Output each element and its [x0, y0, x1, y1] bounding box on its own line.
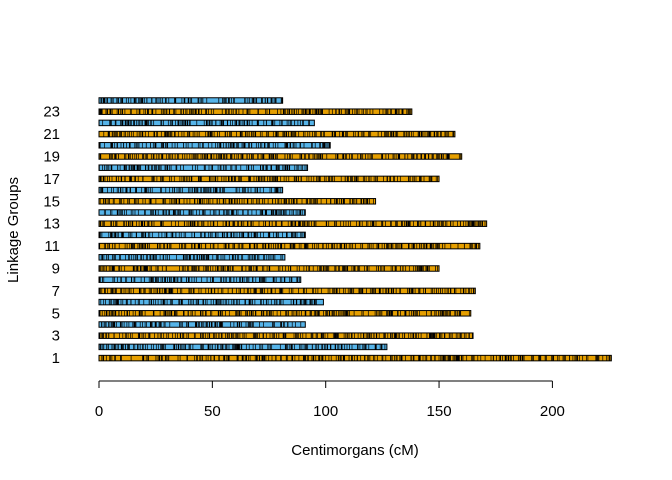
- y-axis-label: Linkage Groups: [5, 177, 22, 283]
- y-tick-label-15: 15: [43, 193, 60, 210]
- linkage-group-7: [98, 287, 476, 295]
- linkage-group-20: [98, 142, 331, 149]
- y-tick-label-21: 21: [43, 126, 60, 143]
- markers-group-14: [103, 209, 305, 216]
- x-tick-label-150: 150: [427, 403, 452, 420]
- y-tick-label-9: 9: [52, 261, 60, 278]
- linkage-group-5: [98, 310, 472, 317]
- linkage-group-13: [98, 220, 488, 227]
- bar-group-10: [98, 254, 286, 261]
- markers-group-5: [99, 310, 470, 316]
- bar-group-23: [98, 108, 413, 115]
- linkage-group-8: [98, 276, 302, 283]
- markers-group-11: [99, 243, 480, 249]
- markers-group-19: [99, 153, 462, 160]
- linkage-group-22: [98, 119, 315, 127]
- x-axis: 0 50 100 150 200: [95, 380, 565, 420]
- linkage-group-21: [98, 130, 456, 138]
- markers-group-23: [99, 109, 412, 115]
- markers-group-16: [99, 187, 283, 193]
- markers-group-10: [100, 254, 283, 260]
- bar-group-18: [98, 164, 309, 171]
- markers-group-1: [101, 355, 611, 361]
- bar-group-5: [98, 310, 472, 317]
- y-tick-label-17: 17: [43, 171, 60, 188]
- y-tick-label-11: 11: [44, 238, 60, 255]
- markers-group-22: [98, 120, 310, 126]
- markers-group-8: [99, 276, 301, 283]
- linkage-group-24: [98, 97, 284, 104]
- linkage-group-4: [98, 321, 306, 328]
- bar-group-20: [98, 142, 331, 149]
- linkage-group-17: [98, 175, 440, 183]
- x-axis-label: Centimorgans (cM): [291, 442, 419, 459]
- linkage-group-10: [98, 254, 286, 261]
- y-tick-label-5: 5: [52, 305, 60, 322]
- y-tick-label-19: 19: [43, 149, 60, 166]
- markers-group-15: [99, 198, 374, 205]
- bar-group-19: [98, 153, 463, 160]
- y-tick-label-23: 23: [43, 104, 60, 121]
- x-tick-label-50: 50: [204, 403, 221, 420]
- bar-group-11: [98, 242, 481, 250]
- bar-group-13: [98, 220, 488, 227]
- linkage-group-1: [98, 354, 612, 362]
- linkage-group-23: [98, 108, 413, 115]
- bar-group-8: [98, 276, 302, 283]
- linkage-group-11: [98, 242, 481, 250]
- markers-group-21: [103, 131, 455, 137]
- x-tick-label-0: 0: [95, 403, 103, 420]
- markers-group-4: [98, 321, 302, 328]
- markers-group-6: [100, 299, 317, 305]
- linkage-group-9: [98, 265, 440, 272]
- linkage-group-19: [98, 153, 463, 160]
- x-tick-label-100: 100: [313, 403, 338, 420]
- linkage-group-16: [98, 186, 284, 194]
- markers-group-2: [99, 344, 386, 350]
- markers-group-7: [99, 288, 476, 294]
- linkage-group-3: [98, 332, 474, 339]
- markers-group-12: [98, 232, 306, 238]
- markers-group-17: [99, 176, 438, 182]
- x-tick-label-200: 200: [540, 403, 565, 420]
- markers-group-20: [99, 142, 331, 149]
- bar-group-1: [98, 354, 612, 362]
- linkage-group-2: [98, 343, 388, 351]
- markers-group-3: [99, 332, 473, 339]
- markers-group-18: [99, 164, 308, 171]
- linkage-group-6: [98, 298, 324, 306]
- y-tick-label-7: 7: [52, 283, 60, 300]
- markers-group-9: [99, 265, 438, 272]
- y-tick-label-3: 3: [52, 328, 60, 345]
- y-tick-label-13: 13: [43, 216, 60, 233]
- y-tick-label-1: 1: [52, 350, 60, 367]
- linkage-bars: [98, 97, 612, 362]
- linkage-group-15: [98, 198, 377, 205]
- markers-group-13: [99, 220, 486, 227]
- linkage-group-18: [98, 164, 309, 171]
- linkage-group-14: [98, 209, 306, 216]
- markers-group-24: [100, 97, 283, 104]
- linkage-group-12: [98, 231, 306, 239]
- bar-group-2: [98, 343, 388, 351]
